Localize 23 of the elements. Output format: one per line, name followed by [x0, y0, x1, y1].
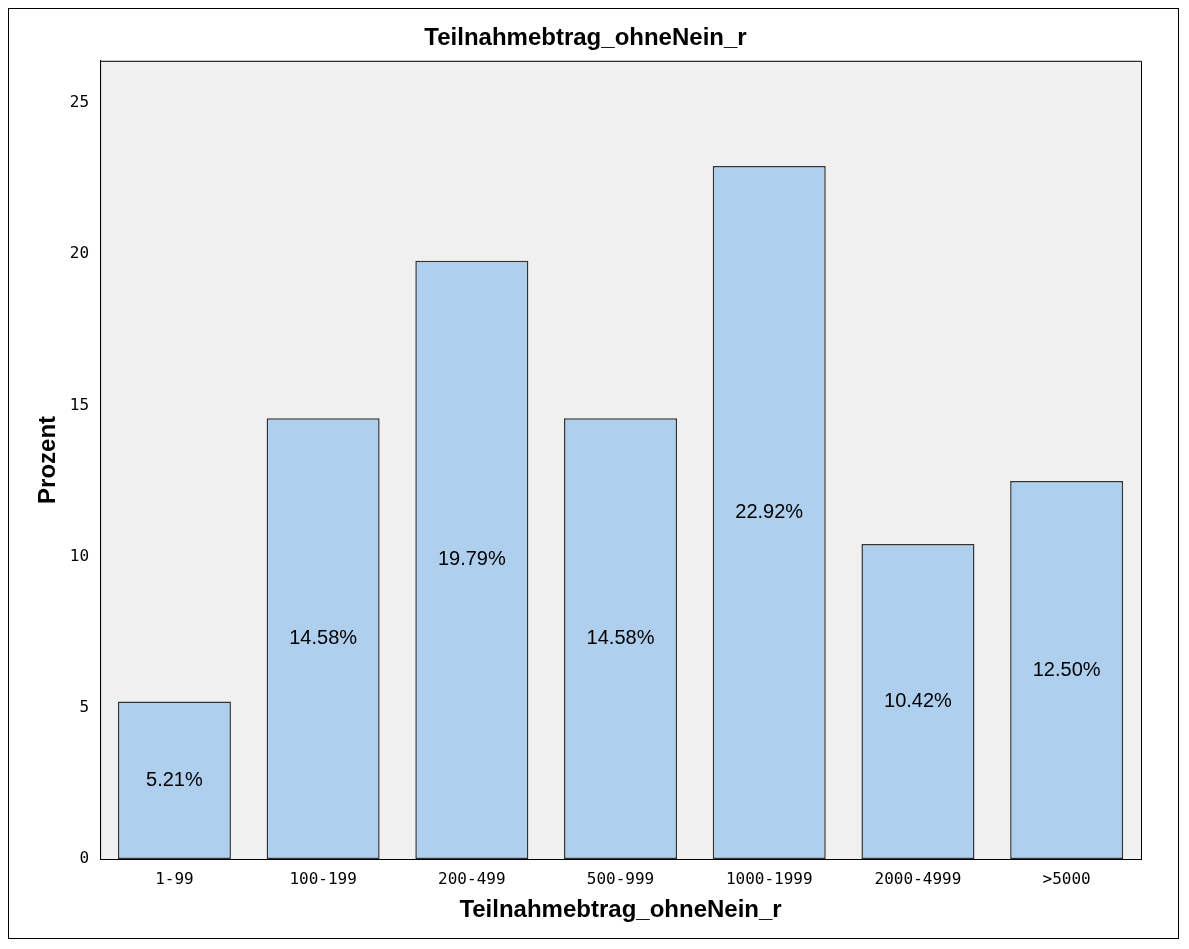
data-label: 19.79%: [437, 547, 506, 570]
x-tick-label: 1000-1999: [725, 868, 813, 888]
x-tick-label: 200-499: [438, 868, 506, 888]
x-tick-label: 1-99: [155, 868, 194, 888]
y-tick-label: 15: [69, 394, 90, 414]
y-tick-label: 5: [79, 696, 90, 716]
x-tick-label: 100-199: [289, 868, 357, 888]
data-label: 14.58%: [586, 626, 655, 649]
x-tick-label: >5000: [1042, 868, 1091, 888]
data-label: 22.92%: [735, 500, 804, 523]
y-tick-label: 0: [79, 848, 90, 868]
chart-title: Teilnahmebtrag_ohneNein_r: [424, 23, 747, 51]
y-tick-label: 20: [69, 243, 90, 263]
y-tick-label: 25: [69, 92, 90, 112]
y-tick-label: 10: [69, 545, 90, 565]
data-label: 10.42%: [884, 688, 953, 711]
data-label: 5.21%: [146, 767, 203, 790]
data-label: 12.50%: [1032, 657, 1101, 680]
x-tick-label: 2000-4999: [874, 868, 962, 888]
x-tick-label: 500-999: [586, 868, 655, 888]
data-label: 14.58%: [289, 626, 358, 649]
y-axis-title: Prozent: [33, 415, 61, 504]
x-axis-title: Teilnahmebtrag_ohneNein_r: [459, 895, 782, 923]
